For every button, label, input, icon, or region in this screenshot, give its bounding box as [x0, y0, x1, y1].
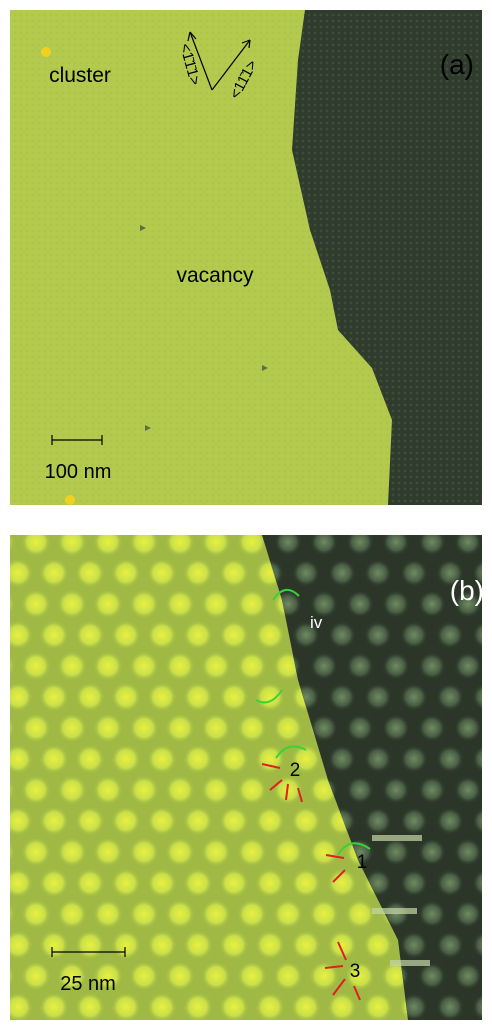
annotation: iv: [310, 613, 323, 632]
panel-label: (a): [440, 49, 474, 80]
panel-label: (b): [450, 575, 484, 606]
scale-bar-label: 100 nm: [45, 461, 112, 483]
annotation: 2: [290, 760, 301, 781]
annotation: vacancy: [176, 264, 254, 287]
panel-b-image: [10, 535, 482, 1020]
annotation: 3: [350, 961, 361, 982]
figure: cluster vacancy <1̄1̄1> <11̄1> (a) 100 n…: [0, 0, 492, 1027]
annotation: cluster: [49, 64, 111, 87]
page: cluster vacancy <1̄1̄1> <11̄1> (a) 100 n…: [0, 0, 492, 1032]
scale-bar-label: 25 nm: [60, 973, 116, 995]
annotation: 1: [357, 852, 368, 873]
